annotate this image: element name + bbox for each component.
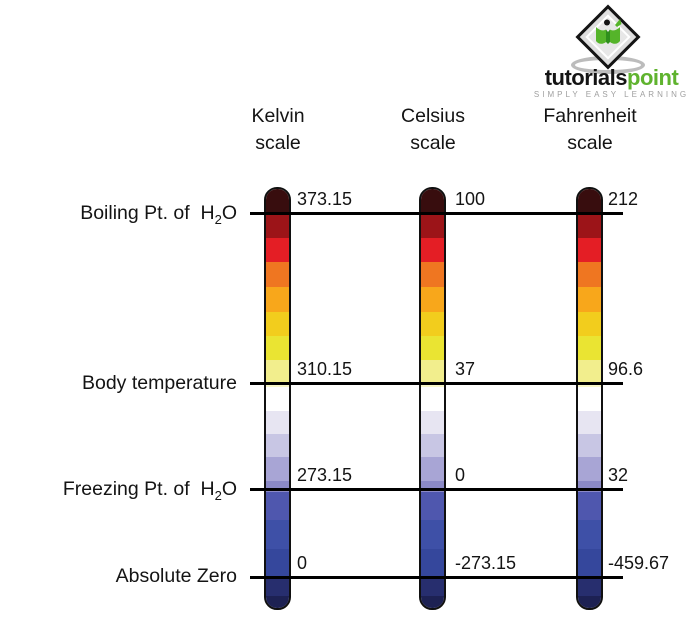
header-kelvin-line2: scale (255, 132, 301, 154)
header-fahrenheit-scale: Fahrenheit scale (543, 103, 636, 157)
thermo-segment (578, 492, 601, 520)
celsius-body-value: 37 (455, 359, 476, 379)
thermo-segment (421, 457, 444, 481)
boiling-point-line (250, 212, 623, 215)
thermo-segment (578, 383, 601, 387)
thermo-segment (266, 262, 289, 287)
header-fahrenheit-line1: Fahrenheit (543, 105, 637, 127)
thermo-segment (578, 579, 601, 596)
fahrenheit-boiling-value: 212 (608, 189, 639, 209)
thermo-segment (421, 215, 444, 238)
thermo-segment (266, 336, 289, 360)
thermo-segment (266, 520, 289, 549)
book-leaf-icon (596, 19, 622, 44)
thermo-segment (578, 360, 601, 383)
header-fahrenheit-line2: scale (567, 132, 613, 154)
thermo-segment (421, 383, 444, 387)
thermo-segment (421, 287, 444, 312)
thermo-segment (421, 596, 444, 608)
kelvin-absolute-zero-value: 0 (297, 553, 308, 573)
thermo-segment (266, 387, 289, 411)
thermo-segment (578, 262, 601, 287)
tutorialspoint-logo: tutorialspoint SIMPLY EASY LEARNING (523, 2, 700, 102)
thermo-segment (578, 549, 601, 579)
thermo-segment (266, 596, 289, 608)
thermo-segment (421, 492, 444, 520)
logo-tagline: SIMPLY EASY LEARNING (533, 90, 690, 99)
thermo-segment (421, 481, 444, 492)
thermo-segment (421, 238, 444, 262)
thermo-segment (578, 596, 601, 608)
thermo-segment (421, 360, 444, 383)
thermo-segment (421, 312, 444, 336)
celsius-thermometer (419, 187, 446, 610)
logo-text-point: point (627, 65, 679, 90)
absolute-zero-line (250, 576, 623, 579)
thermo-segment (578, 312, 601, 336)
celsius-freezing-value: 0 (455, 465, 466, 485)
thermo-segment (266, 312, 289, 336)
thermo-segment (578, 189, 601, 215)
thermo-segment (421, 549, 444, 579)
thermo-segment (266, 287, 289, 312)
kelvin-thermometer (264, 187, 291, 610)
thermo-segment (266, 360, 289, 383)
thermo-segment (421, 579, 444, 596)
header-celsius-scale: Celsius scale (401, 103, 465, 157)
thermo-segment (578, 434, 601, 457)
thermo-segment (421, 434, 444, 457)
thermo-segment (266, 492, 289, 520)
thermo-segment (578, 457, 601, 481)
thermo-segment (266, 549, 289, 579)
thermo-segment (421, 262, 444, 287)
logo-diamond (575, 4, 641, 70)
thermo-segment (266, 434, 289, 457)
freezing-point-line (250, 488, 623, 491)
thermo-segment (266, 215, 289, 238)
fahrenheit-body-value: 96.6 (608, 359, 644, 379)
thermo-segment (578, 411, 601, 434)
thermo-segment (578, 336, 601, 360)
celsius-absolute-zero-value: -273.15 (455, 553, 517, 573)
celsius-boiling-value: 100 (455, 189, 486, 209)
thermo-segment (578, 287, 601, 312)
thermo-segment (421, 189, 444, 215)
logo-wordmark: tutorialspoint (523, 66, 700, 90)
header-kelvin-line1: Kelvin (251, 105, 305, 127)
thermo-segment (578, 215, 601, 238)
header-celsius-line1: Celsius (401, 105, 465, 127)
header-kelvin-scale: Kelvin scale (251, 103, 304, 157)
thermo-segment (578, 238, 601, 262)
kelvin-freezing-value: 273.15 (297, 465, 353, 485)
label-freezing-point: Freezing Pt. of H2O (62, 478, 237, 503)
thermo-segment (266, 457, 289, 481)
thermo-segment (421, 387, 444, 411)
fahrenheit-thermometer (576, 187, 603, 610)
fahrenheit-absolute-zero-value: -459.67 (608, 553, 670, 573)
thermo-segment (266, 383, 289, 387)
kelvin-body-value: 310.15 (297, 359, 353, 379)
thermo-segment (421, 520, 444, 549)
body-temperature-line (250, 382, 623, 385)
thermo-segment (578, 481, 601, 492)
fahrenheit-freezing-value: 32 (608, 465, 629, 485)
thermo-segment (266, 189, 289, 215)
kelvin-boiling-value: 373.15 (297, 189, 353, 209)
thermo-segment (421, 411, 444, 434)
label-absolute-zero: Absolute Zero (115, 565, 237, 587)
logo-text-tutorials: tutorials (544, 65, 628, 90)
thermo-segment (266, 481, 289, 492)
thermo-segment (421, 336, 444, 360)
thermo-segment (578, 387, 601, 411)
thermo-segment (266, 579, 289, 596)
thermo-segment (266, 238, 289, 262)
thermo-segment (266, 411, 289, 434)
header-celsius-line2: scale (410, 132, 456, 154)
label-body-temperature: Body temperature (81, 372, 237, 394)
thermo-segment (578, 520, 601, 549)
label-boiling-point: Boiling Pt. of H2O (80, 202, 237, 227)
